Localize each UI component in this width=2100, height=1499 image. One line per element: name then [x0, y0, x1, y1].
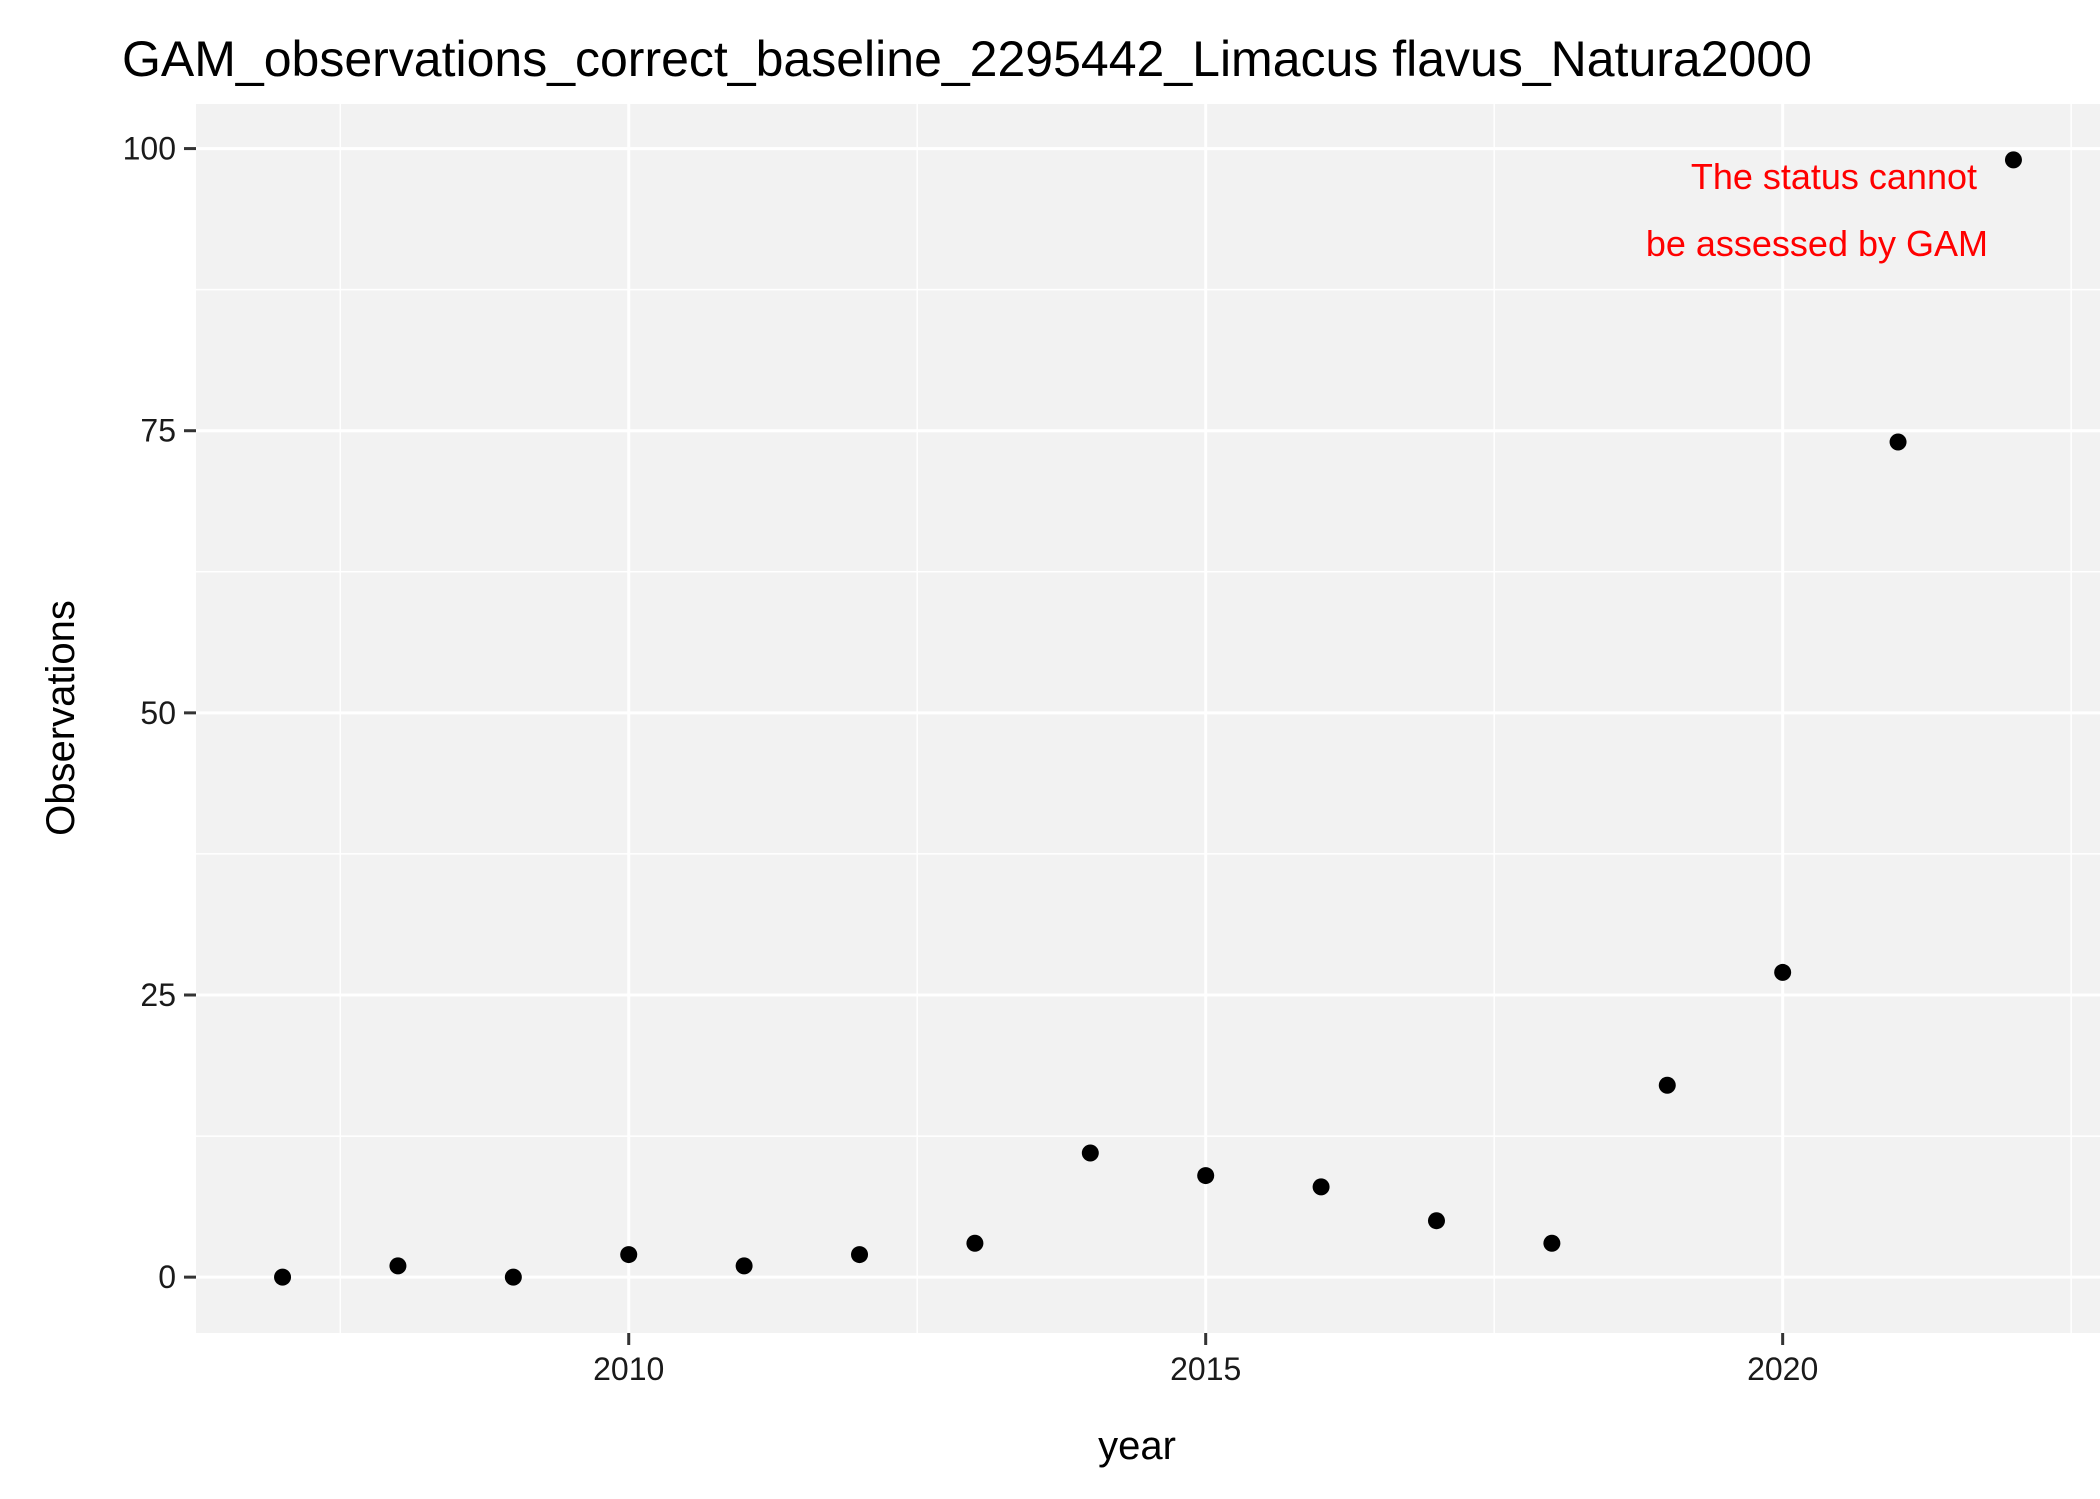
- data-point: [620, 1246, 638, 1264]
- data-point: [389, 1257, 407, 1275]
- y-tick-label: 25: [140, 977, 176, 1013]
- data-point: [1889, 433, 1907, 451]
- data-point: [966, 1234, 984, 1252]
- data-point: [1427, 1212, 1445, 1230]
- data-point: [274, 1268, 292, 1286]
- data-point: [1543, 1234, 1561, 1252]
- y-tick-label: 100: [123, 131, 176, 167]
- x-tick-label: 2020: [1747, 1351, 1818, 1387]
- data-point: [1312, 1178, 1330, 1196]
- annotation-line-2: be assessed by GAM: [1646, 223, 1988, 264]
- y-axis-tick-labels: 0 25 50 75 100: [123, 131, 176, 1296]
- x-axis-tick-labels: 2010 2015 2020: [593, 1351, 1818, 1387]
- data-point: [735, 1257, 753, 1275]
- y-axis-title: Observations: [39, 600, 83, 836]
- y-tick-label: 0: [158, 1259, 176, 1295]
- x-tick-label: 2010: [593, 1351, 664, 1387]
- major-gridlines: [196, 104, 2100, 1333]
- data-points: [274, 151, 2022, 1286]
- data-point: [504, 1268, 522, 1286]
- y-tick-label: 75: [140, 413, 176, 449]
- x-axis-title: year: [1098, 1424, 1176, 1468]
- data-point: [1197, 1167, 1215, 1185]
- data-point: [1658, 1076, 1676, 1094]
- axis-tick-marks: [184, 147, 1785, 1345]
- data-point: [2004, 151, 2022, 169]
- data-point: [1081, 1144, 1099, 1162]
- plot-panel: [196, 104, 2100, 1333]
- x-tick-label: 2015: [1170, 1351, 1241, 1387]
- annotation-line-1: The status cannot: [1691, 156, 1977, 197]
- y-tick-label: 50: [140, 695, 176, 731]
- data-point: [851, 1246, 869, 1264]
- data-point: [1774, 963, 1792, 981]
- chart-title: GAM_observations_correct_baseline_229544…: [122, 31, 1812, 87]
